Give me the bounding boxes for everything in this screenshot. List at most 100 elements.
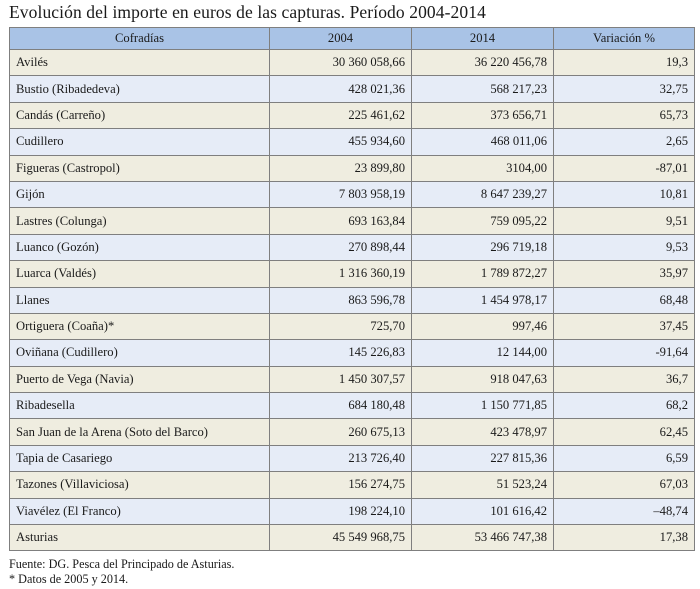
cell-2014: 468 011,06 [411,128,554,156]
cell-cofradia: Figueras (Castropol) [9,154,270,182]
cell-2004: 225 461,62 [269,101,412,130]
cell-2014: 423 478,97 [411,418,554,446]
cell-cofradia: Tapia de Casariego [9,444,270,473]
cell-variacion: 9,51 [553,207,695,235]
table-row: Cudillero 455 934,60 468 011,06 2,65 [9,128,695,156]
cell-variacion: 6,59 [553,444,695,473]
cell-variacion: 67,03 [553,471,695,499]
table-row: Luarca (Valdés) 1 316 360,19 1 789 872,27 3… [9,260,695,288]
cell-2004: 156 274,75 [269,471,412,499]
header-cofradias: Cofradías [9,27,270,50]
cell-2014: 1 150 771,85 [411,392,554,420]
cell-2004: 693 163,84 [269,207,412,235]
cell-2014: 12 144,00 [411,339,554,367]
cell-cofradia: Cudillero [9,128,270,156]
table-row: Lastres (Colunga) 693 163,84 759 095,22 9,5… [9,207,695,235]
header-2004: 2004 [269,27,412,50]
cell-2004: 270 898,44 [269,233,412,262]
cell-cofradia: Tazones (Villaviciosa) [9,471,270,499]
cell-2014: 51 523,24 [411,471,554,499]
table-row: Llanes 863 596,78 1 454 978,17 68,48 [9,286,695,314]
cell-cofradia: Bustio (Ribadedeva) [9,75,270,103]
cell-variacion: 17,38 [553,524,695,552]
table-row: Candás (Carreño) 225 461,62 373 656,71 65,7… [9,101,695,130]
cell-cofradia: Ortiguera (Coaña)* [9,312,270,341]
cell-cofradia: Avilés [9,48,270,77]
table-row: Asturias 45 549 968,75 53 466 747,38 17,38 [9,524,695,552]
cell-cofradia: Oviñana (Cudillero) [9,339,270,367]
table-row: Ortiguera (Coaña)* 725,70 997,46 37,45 [9,312,695,341]
table-row: San Juan de la Arena (Soto del Barco) 260… [9,418,695,446]
table-row: Tazones (Villaviciosa) 156 274,75 51 523,2… [9,471,695,499]
table-row: Luanco (Gozón) 270 898,44 296 719,18 9,53 [9,233,695,262]
cell-2004: 725,70 [269,312,412,341]
cell-2004: 213 726,40 [269,444,412,473]
cell-cofradia: Llanes [9,286,270,314]
cell-2004: 7 803 958,19 [269,180,412,209]
cell-variacion: 2,65 [553,128,695,156]
captures-table: Cofradías 2004 2014 Variación % Avilés 30… [9,27,695,552]
cell-2014: 568 217,23 [411,75,554,103]
table-row: Bustio (Ribadedeva) 428 021,36 568 217,23 3… [9,75,695,103]
cell-variacion: -87,01 [553,154,695,182]
cell-2014: 53 466 747,38 [411,524,554,552]
cell-2004: 1 450 307,57 [269,365,412,394]
cell-variacion: 65,73 [553,101,695,130]
header-variacion: Variación % [553,27,695,50]
cell-variacion: 68,2 [553,392,695,420]
cell-2014: 1 454 978,17 [411,286,554,314]
cell-2004: 428 021,36 [269,75,412,103]
table-row: Oviñana (Cudillero) 145 226,83 12 144,00 -9… [9,339,695,367]
cell-2014: 997,46 [411,312,554,341]
cell-2014: 373 656,71 [411,101,554,130]
cell-variacion: 9,53 [553,233,695,262]
cell-variacion: 32,75 [553,75,695,103]
cell-2004: 23 899,80 [269,154,412,182]
table-row: Ribadesella 684 180,48 1 150 771,85 68,2 [9,392,695,420]
cell-2014: 101 616,42 [411,497,554,526]
cell-2004: 30 360 058,66 [269,48,412,77]
page-title: Evolución del importe en euros de las ca… [9,2,486,22]
footnotes: Fuente: DG. Pesca del Principado de Astu… [9,557,234,587]
table-row: Avilés 30 360 058,66 36 220 456,78 19,3 [9,48,695,77]
table-row: Puerto de Vega (Navia) 1 450 307,57 918 04… [9,365,695,394]
table-body: Avilés 30 360 058,66 36 220 456,78 19,3 Bust… [9,48,695,552]
cell-2014: 1 789 872,27 [411,260,554,288]
cell-2004: 145 226,83 [269,339,412,367]
cell-2014: 759 095,22 [411,207,554,235]
cell-cofradia: Viavélez (El Franco) [9,497,270,526]
cell-2004: 455 934,60 [269,128,412,156]
table-row: Figueras (Castropol) 23 899,80 3104,00 -87,… [9,154,695,182]
cell-2004: 198 224,10 [269,497,412,526]
table-row: Tapia de Casariego 213 726,40 227 815,36 6,… [9,444,695,473]
cell-cofradia: Gijón [9,180,270,209]
cell-variacion: 35,97 [553,260,695,288]
cell-variacion: 62,45 [553,418,695,446]
cell-cofradia: Asturias [9,524,270,552]
cell-cofradia: Puerto de Vega (Navia) [9,365,270,394]
cell-variacion: –48,74 [553,497,695,526]
table-header-row: Cofradías 2004 2014 Variación % [9,27,695,50]
cell-variacion: 10,81 [553,180,695,209]
cell-2004: 863 596,78 [269,286,412,314]
asterisk-note: * Datos de 2005 y 2014. [9,572,129,586]
cell-2004: 45 549 968,75 [269,524,412,552]
cell-cofradia: San Juan de la Arena (Soto del Barco) [9,418,270,446]
cell-2004: 1 316 360,19 [269,260,412,288]
cell-2014: 296 719,18 [411,233,554,262]
header-2014: 2014 [411,27,554,50]
cell-variacion: 36,7 [553,365,695,394]
cell-cofradia: Luarca (Valdés) [9,260,270,288]
cell-variacion: 68,48 [553,286,695,314]
cell-cofradia: Luanco (Gozón) [9,233,270,262]
cell-2014: 227 815,36 [411,444,554,473]
cell-variacion: 19,3 [553,48,695,77]
cell-2004: 684 180,48 [269,392,412,420]
cell-cofradia: Lastres (Colunga) [9,207,270,235]
cell-2014: 8 647 239,27 [411,180,554,209]
cell-2014: 36 220 456,78 [411,48,554,77]
table-row: Viavélez (El Franco) 198 224,10 101 616,42… [9,497,695,526]
cell-2014: 3104,00 [411,154,554,182]
cell-variacion: 37,45 [553,312,695,341]
table-row: Gijón 7 803 958,19 8 647 239,27 10,81 [9,180,695,209]
